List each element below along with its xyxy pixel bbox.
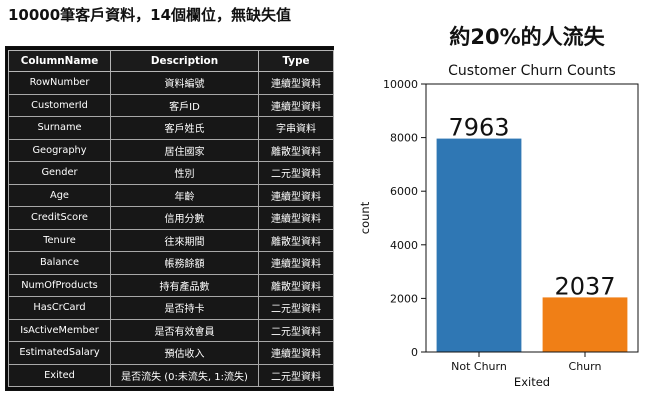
type-cell: 離散型資料 [258,138,334,162]
y-tick-label: 4000 [390,239,418,252]
type-cell: 二元型資料 [258,318,334,342]
y-tick-label: 10000 [383,78,418,91]
chart-title: Customer Churn Counts [448,63,616,79]
schema-header-row: ColumnName Description Type [8,50,334,72]
type-header: Type [258,50,334,72]
type-cell: 連續型資料 [258,206,334,230]
column-name-header: ColumnName [8,50,111,72]
type-cell: 連續型資料 [258,251,334,275]
schema-row: IsActiveMember 是否有效會員 二元型資料 [8,318,334,342]
bar-value-labels: 7963 2037 [448,114,615,301]
schema-table-header: ColumnName Description Type [8,50,334,72]
schema-row: Tenure 往來期間 離散型資料 [8,228,334,252]
schema-table-panel: ColumnName Description Type RowNumber 資料… [5,46,334,391]
bar-value-label: 7963 [448,114,509,142]
schema-row: Geography 居住國家 離散型資料 [8,138,334,162]
type-cell: 離散型資料 [258,228,334,252]
type-cell: 連續型資料 [258,93,334,117]
schema-row: Age 年齡 連續型資料 [8,183,334,207]
description-cell: 年齡 [110,183,259,207]
y-axis-ticks: 0 2000 4000 6000 8000 10000 [383,78,426,359]
type-cell: 離散型資料 [258,273,334,297]
column-name-cell: Geography [8,138,111,162]
schema-row: NumOfProducts 持有產品數 離散型資料 [8,273,334,297]
description-cell: 客戶ID [110,93,259,117]
type-cell: 連續型資料 [258,71,334,95]
type-cell: 二元型資料 [258,161,334,185]
y-tick-label: 6000 [390,185,418,198]
column-name-cell: CreditScore [8,206,111,230]
y-tick-label: 0 [411,346,418,359]
x-tick-label: Churn [569,360,602,373]
column-name-cell: NumOfProducts [8,273,111,297]
description-cell: 性別 [110,161,259,185]
description-cell: 資料編號 [110,71,259,95]
churn-percentage-heading: 約20%的人流失 [449,25,605,49]
description-cell: 預估收入 [110,341,259,365]
schema-row: HasCrCard 是否持卡 二元型資料 [8,296,334,320]
schema-table-body: RowNumber 資料編號 連續型資料 CustomerId 客戶ID 連續型… [8,71,334,387]
schema-row: EstimatedSalary 預估收入 連續型資料 [8,341,334,365]
column-name-cell: Tenure [8,228,111,252]
column-name-cell: Age [8,183,111,207]
plot-frame [425,83,639,353]
y-tick-label: 2000 [390,292,418,305]
type-cell: 二元型資料 [258,363,334,387]
description-cell: 往來期間 [110,228,259,252]
bar-value-label: 2037 [554,272,615,300]
type-cell: 二元型資料 [258,296,334,320]
bar-series [436,138,628,352]
schema-row: Gender 性別 二元型資料 [8,161,334,185]
x-axis-ticks: Not Churn Churn [451,352,601,373]
type-cell: 連續型資料 [258,341,334,365]
x-axis-label: Exited [514,375,550,389]
column-name-cell: Surname [8,116,111,140]
schema-row: RowNumber 資料編號 連續型資料 [8,71,334,95]
schema-table: ColumnName Description Type RowNumber 資料… [8,50,334,387]
schema-row: Surname 客戶姓氏 字串資料 [8,116,334,140]
schema-row: Exited 是否流失 (0:未流失, 1:流失) 二元型資料 [8,363,334,387]
column-name-cell: Gender [8,161,111,185]
y-tick-label: 8000 [390,132,418,145]
column-name-cell: EstimatedSalary [8,341,111,365]
type-cell: 連續型資料 [258,183,334,207]
column-name-cell: HasCrCard [8,296,111,320]
description-cell: 是否流失 (0:未流失, 1:流失) [110,363,259,387]
description-cell: 持有產品數 [110,273,259,297]
column-name-cell: Exited [8,363,111,387]
description-cell: 客戶姓氏 [110,116,259,140]
type-cell: 字串資料 [258,116,334,140]
y-axis-label: count [358,201,372,234]
x-tick-label: Not Churn [451,360,507,373]
column-name-cell: RowNumber [8,71,111,95]
description-cell: 是否持卡 [110,296,259,320]
dataset-summary-title: 10000筆客戶資料，14個欄位，無缺失值 [8,6,292,24]
column-name-cell: CustomerId [8,93,111,117]
schema-row: Balance 帳務餘額 連續型資料 [8,251,334,275]
description-cell: 信用分數 [110,206,259,230]
description-cell: 帳務餘額 [110,251,259,275]
description-cell: 居住國家 [110,138,259,162]
description-cell: 是否有效會員 [110,318,259,342]
bar-not-churn [436,138,522,352]
bar-churn [542,297,628,352]
schema-row: CreditScore 信用分數 連續型資料 [8,206,334,230]
description-header: Description [110,50,259,72]
column-name-cell: IsActiveMember [8,318,111,342]
schema-row: CustomerId 客戶ID 連續型資料 [8,93,334,117]
customer-churn-bar-chart: Customer Churn Counts 0 2000 4000 6000 8000 1… [358,63,639,389]
column-name-cell: Balance [8,251,111,275]
